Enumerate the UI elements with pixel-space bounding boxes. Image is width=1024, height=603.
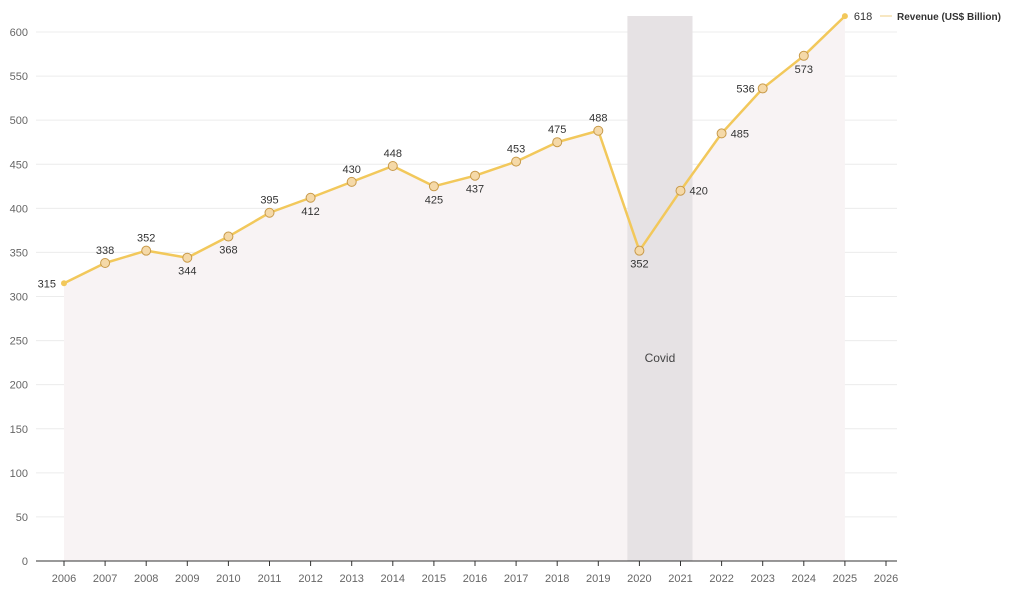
data-label-2017: 453 [507, 144, 525, 156]
x-tick-label-2023: 2023 [750, 573, 774, 585]
data-label-2019: 488 [589, 113, 607, 125]
data-label-2015: 425 [425, 194, 443, 206]
x-tick-label-2024: 2024 [792, 573, 816, 585]
covid-annotation: Covid [645, 351, 676, 365]
data-point-2021 [675, 185, 686, 196]
data-label-2023: 536 [736, 83, 754, 95]
x-tick-label-2018: 2018 [545, 573, 569, 585]
data-point-2018 [552, 137, 563, 148]
x-tick-label-2013: 2013 [339, 573, 363, 585]
y-tick-label-600: 600 [10, 27, 28, 39]
y-tick-label-400: 400 [10, 203, 28, 215]
data-point-2016 [470, 170, 480, 181]
series-line [63, 15, 846, 285]
data-label-2018: 475 [548, 124, 566, 136]
series-polyline [63, 15, 846, 285]
data-label-2009: 344 [178, 266, 196, 278]
data-label-2013: 430 [343, 164, 361, 176]
x-tick-label-2022: 2022 [709, 573, 733, 585]
x-tick-label-2007: 2007 [93, 573, 117, 585]
y-tick-label-450: 450 [10, 159, 28, 171]
x-tick-label-2011: 2011 [258, 573, 282, 585]
x-tick-label-2026: 2026 [874, 573, 898, 585]
data-point-2023 [757, 83, 768, 94]
data-label-2024: 573 [795, 64, 813, 76]
y-tick-label-100: 100 [10, 468, 28, 480]
data-point-2008 [141, 245, 152, 256]
x-tick-label-2021: 2021 [668, 573, 692, 585]
y-tick-label-150: 150 [10, 424, 28, 436]
data-labels: 315 338 352 344 368 395 412 430 448 425 437 453 475 4… [38, 11, 873, 290]
data-label-2025: 618 [854, 11, 872, 23]
axes: 0 50 100 150 200 250 300 350 400 450 500 550 600 2006… [10, 27, 899, 585]
x-tick-label-2015: 2015 [422, 573, 446, 585]
data-point-2006 [61, 280, 67, 287]
legend-label: Revenue (US$ Billion) [897, 12, 1001, 23]
x-tick-label-2012: 2012 [298, 573, 322, 585]
covid-band [627, 16, 693, 561]
y-tick-label-350: 350 [10, 247, 28, 259]
x-tick-label-2009: 2009 [175, 573, 199, 585]
x-tick-label-2017: 2017 [504, 573, 528, 585]
data-point-2020 [634, 245, 645, 256]
data-points [61, 13, 848, 287]
data-label-2020: 352 [630, 259, 648, 271]
legend[interactable]: Revenue (US$ Billion) [880, 12, 1001, 23]
data-point-2011 [264, 207, 275, 218]
data-label-2016: 437 [466, 184, 484, 196]
data-point-2022 [716, 128, 727, 139]
data-point-2017 [511, 156, 522, 167]
area-fill [64, 16, 845, 561]
x-tick-label-2025: 2025 [833, 573, 857, 585]
data-label-2008: 352 [137, 233, 155, 245]
data-label-2012: 412 [301, 206, 319, 218]
x-tick-label-2006: 2006 [52, 573, 76, 585]
y-tick-label-50: 50 [16, 512, 28, 524]
x-tick-label-2020: 2020 [627, 573, 651, 585]
y-tick-label-550: 550 [10, 71, 28, 83]
x-tick-label-2019: 2019 [586, 573, 610, 585]
y-tick-label-0: 0 [22, 556, 28, 568]
data-point-2024 [798, 50, 809, 61]
data-point-2012 [305, 192, 316, 203]
data-point-2025 [841, 13, 848, 20]
data-point-2015 [428, 181, 439, 192]
data-point-2019 [593, 125, 604, 136]
data-point-2009 [182, 252, 193, 263]
data-point-2014 [387, 161, 398, 172]
data-point-2007 [100, 257, 111, 268]
x-tick-label-2014: 2014 [381, 573, 405, 585]
y-tick-label-250: 250 [10, 336, 28, 348]
y-tick-label-500: 500 [10, 115, 28, 127]
y-tick-label-300: 300 [10, 292, 28, 304]
y-tick-label-200: 200 [10, 380, 28, 392]
data-point-2010 [223, 231, 234, 242]
x-tick-label-2008: 2008 [134, 573, 158, 585]
data-label-2022: 485 [731, 128, 749, 140]
data-label-2014: 448 [384, 148, 402, 160]
x-tick-label-2016: 2016 [463, 573, 487, 585]
data-label-2011: 395 [260, 195, 278, 207]
data-point-2013 [346, 176, 357, 187]
data-label-2010: 368 [219, 245, 237, 257]
area-path [64, 16, 845, 561]
x-tick-label-2010: 2010 [216, 573, 240, 585]
covid-band-group: Covid [627, 16, 693, 561]
data-label-2006: 315 [38, 278, 56, 290]
data-label-2007: 338 [96, 245, 114, 257]
data-label-2021: 420 [690, 186, 708, 198]
